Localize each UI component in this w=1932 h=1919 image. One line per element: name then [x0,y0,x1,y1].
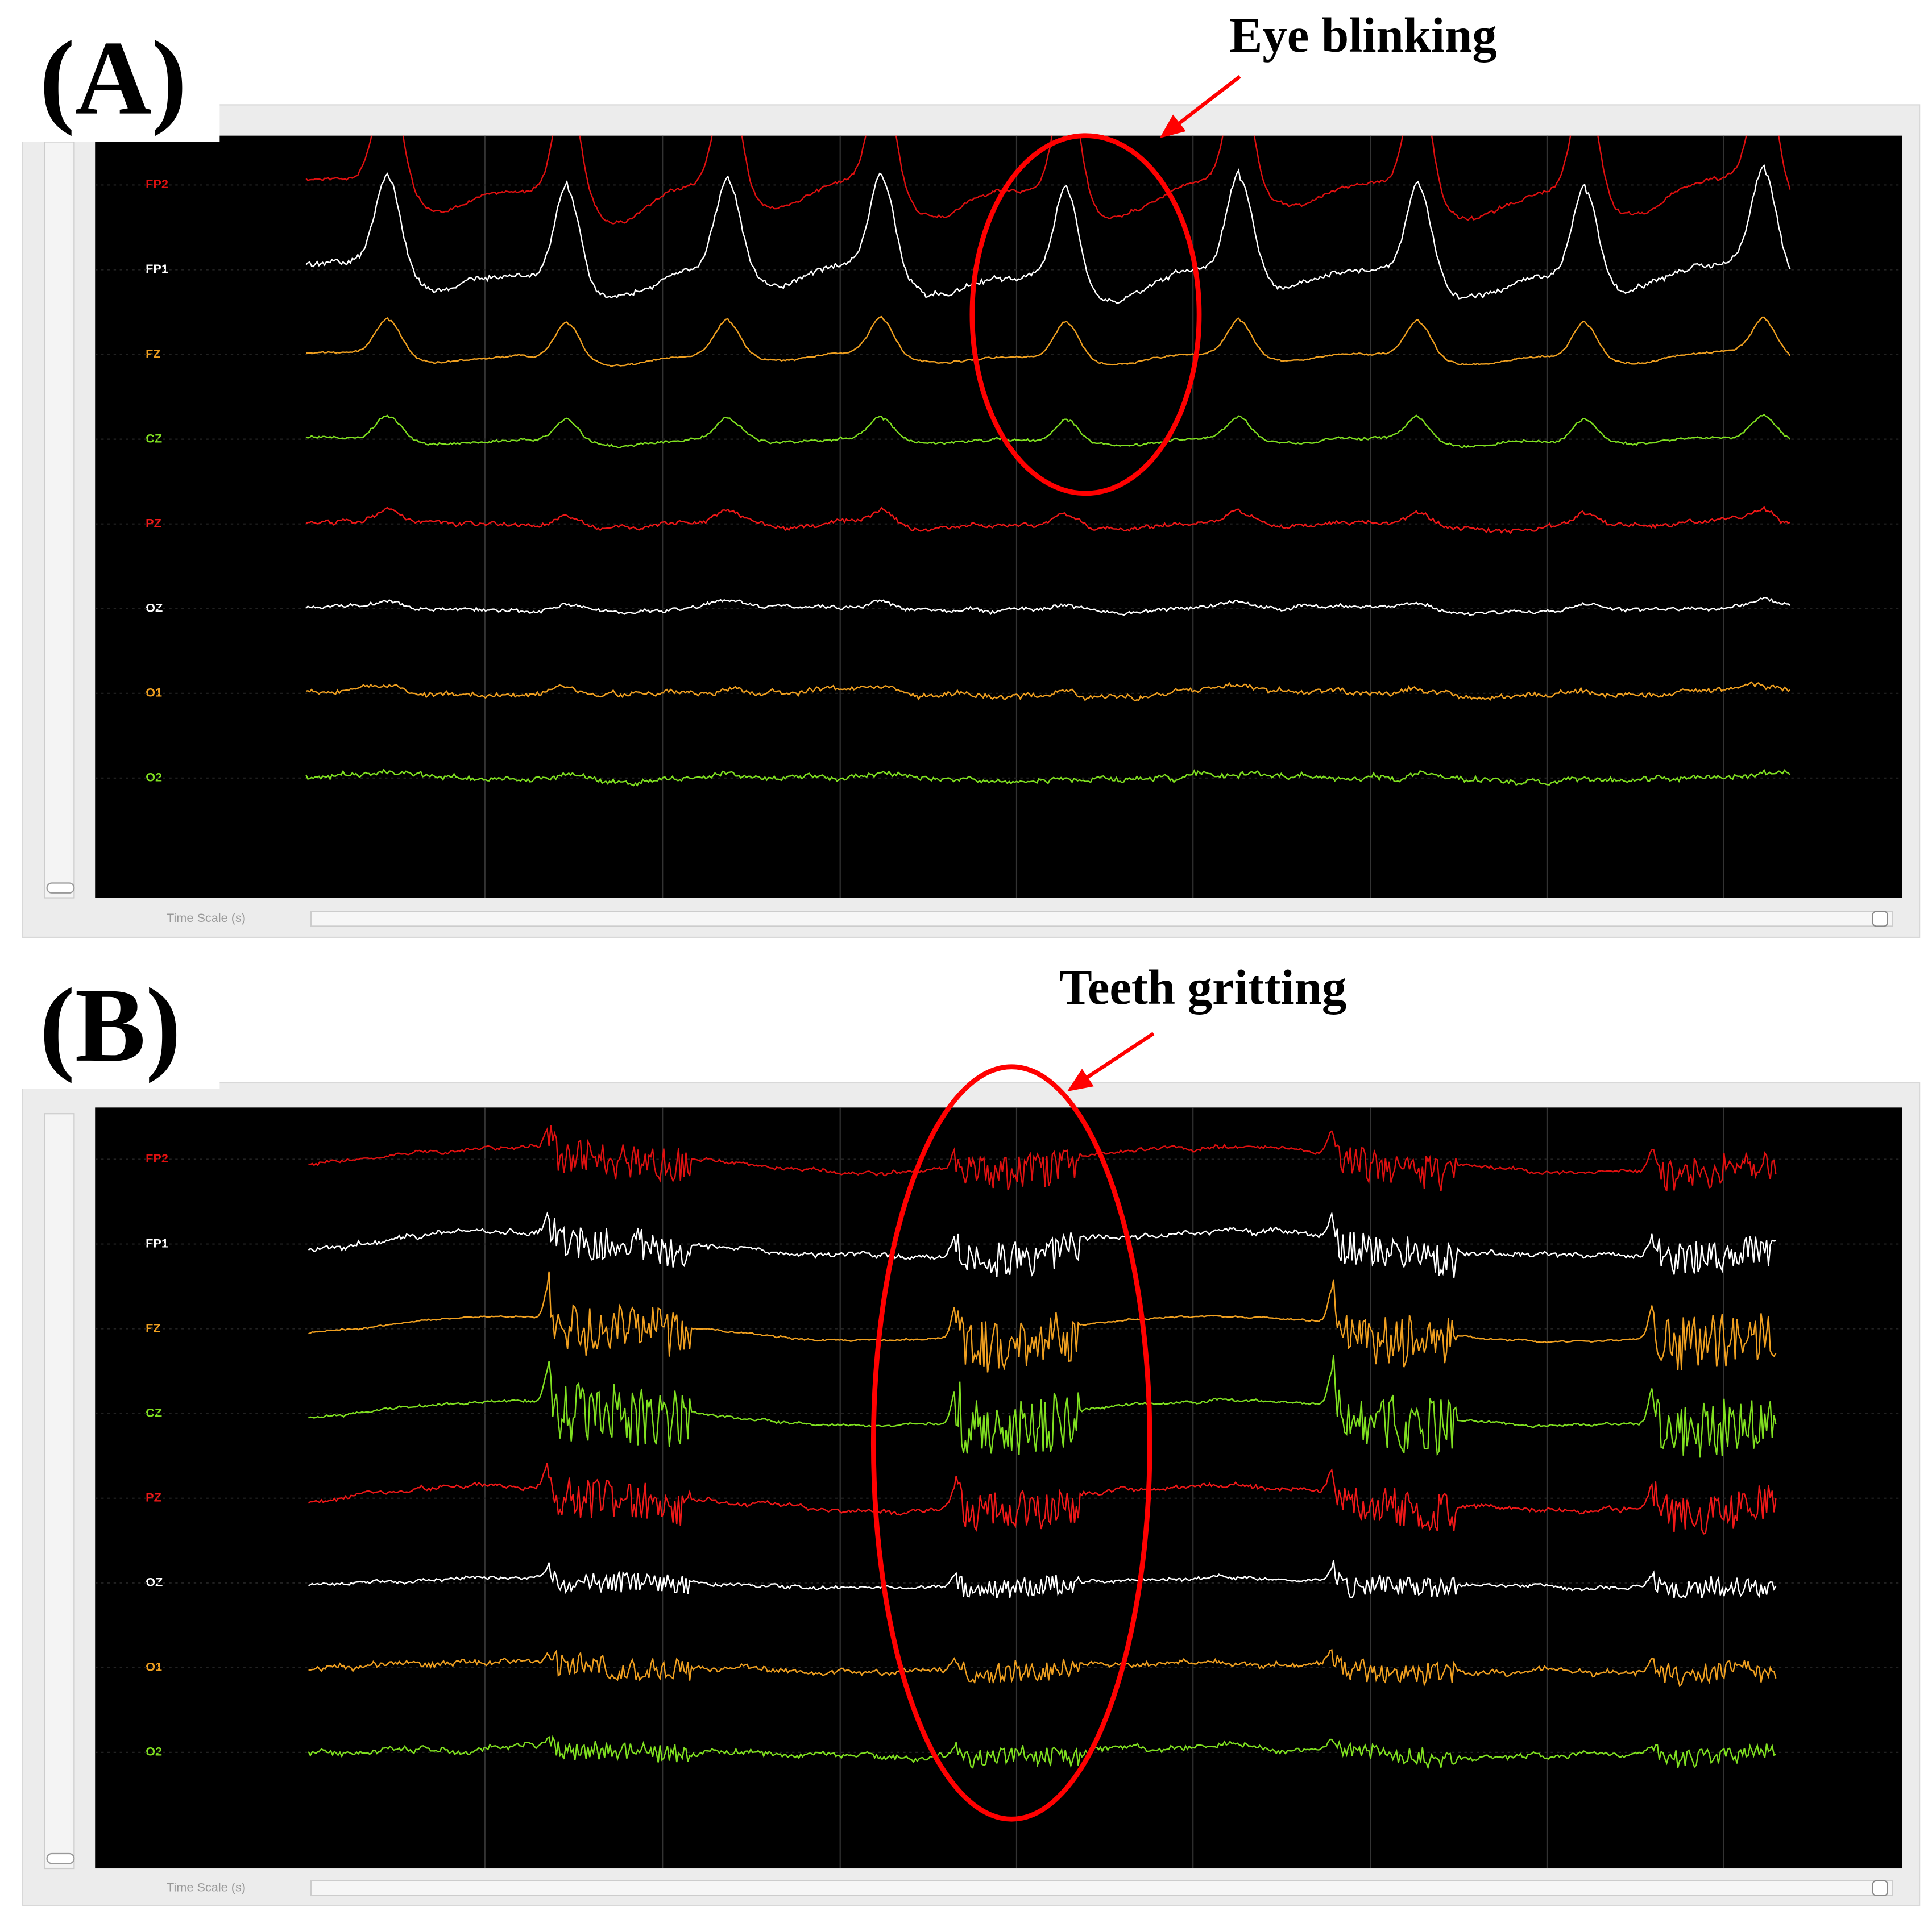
eeg-trace [308,1271,1777,1373]
channel-label: FP2 [146,1151,168,1165]
time-slider [310,1880,1893,1896]
eeg-trace [308,1463,1777,1535]
channel-label: CZ [146,1405,162,1419]
arrow-shaft [1076,1032,1155,1086]
arrow-head [1067,1069,1094,1092]
time-slider-thumb [1872,911,1888,927]
eeg-trace [305,681,1790,702]
eeg-trace [305,135,1791,225]
label-backdrop [0,0,220,142]
eeg-trace [305,506,1790,534]
eeg-trace [308,1648,1777,1687]
channel-label: OZ [146,1575,163,1589]
eeg-trace [305,768,1791,787]
channel-label: O1 [146,686,162,700]
channel-label: PZ [146,516,161,530]
channel-label: O1 [146,1660,162,1674]
eeg-trace [308,1355,1777,1458]
label-backdrop [0,947,220,1089]
time-slider [310,911,1893,927]
eeg-trace [305,597,1791,617]
channel-label: O2 [146,1744,162,1759]
eeg-trace [305,414,1791,449]
channel-label: O2 [146,770,162,784]
channel-label: FP1 [146,1236,168,1250]
channel-label: OZ [146,600,163,614]
highlight-ellipse [969,133,1202,496]
eeg-trace [308,1125,1777,1191]
eeg-trace [308,1735,1776,1770]
scroll-thumb [46,882,75,894]
channel-label: FP1 [146,261,168,276]
time-slider-thumb [1872,1880,1888,1896]
eeg-trace [308,1211,1776,1278]
scroll-track [44,1113,75,1870]
channel-label: CZ [146,431,162,445]
scroll-track [44,141,75,899]
time-scale-label: Time Scale (s) [167,911,246,925]
channel-label: FZ [146,346,161,360]
eeg-trace [308,1560,1777,1599]
eeg-trace [306,315,1791,367]
channel-label: FZ [146,1320,161,1335]
time-scale-label: Time Scale (s) [167,1880,246,1894]
eeg-trace [305,164,1791,304]
plot-area [95,135,1902,898]
arrow-shaft [1168,74,1241,132]
annotation: Eye blinking [1230,8,1497,63]
scroll-thumb [46,1852,75,1864]
panel-label: (B) [40,967,181,1084]
plot-area [95,1107,1902,1869]
channel-label: FP2 [146,177,168,191]
panel-label: (A) [40,20,187,137]
annotation: Teeth gritting [1059,960,1346,1015]
highlight-ellipse [870,1064,1152,1822]
channel-label: PZ [146,1490,161,1504]
arrow-head [1159,114,1186,139]
